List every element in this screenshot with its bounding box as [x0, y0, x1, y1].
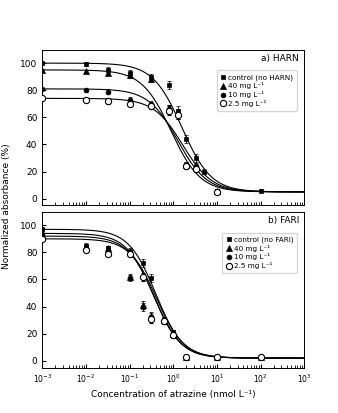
- Text: Normalized absorbance (%): Normalized absorbance (%): [2, 144, 11, 269]
- Legend: control (no FARI), 40 mg L⁻¹, 10 mg L⁻¹, 2.5 mg L⁻¹: control (no FARI), 40 mg L⁻¹, 10 mg L⁻¹,…: [222, 233, 297, 273]
- Text: b) FARI: b) FARI: [268, 216, 299, 225]
- Legend: control (no HARN), 40 mg L⁻¹, 10 mg L⁻¹, 2.5 mg L⁻¹: control (no HARN), 40 mg L⁻¹, 10 mg L⁻¹,…: [217, 71, 297, 111]
- Text: a) HARN: a) HARN: [261, 54, 299, 63]
- X-axis label: Concentration of atrazine (nmol L⁻¹): Concentration of atrazine (nmol L⁻¹): [91, 390, 256, 399]
